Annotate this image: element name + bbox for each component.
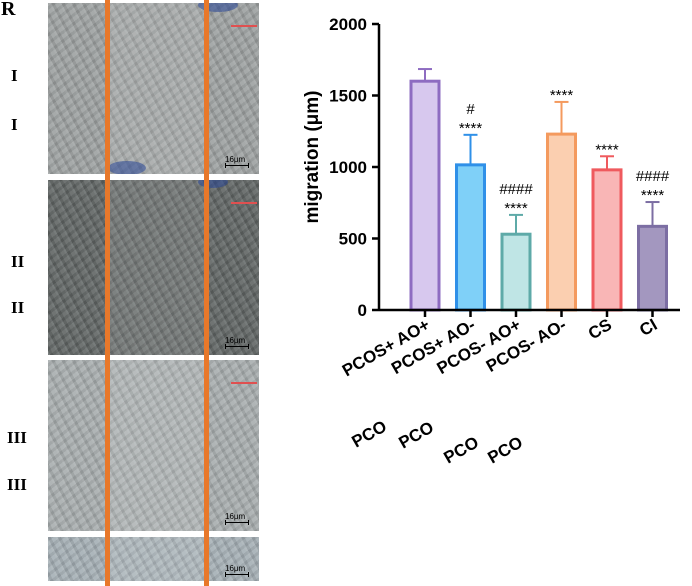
bar — [637, 224, 668, 312]
wound-gap — [108, 180, 208, 355]
micrograph-column: 16μm 16μm 16μm 16μm I I II II III III — [0, 0, 270, 586]
y-tick-label: 1000 — [329, 158, 367, 177]
y-tick-label: 500 — [339, 230, 367, 249]
y-axis: 0 500 1000 1500 2000 migration (μm) — [302, 15, 381, 320]
y-axis-label: migration (μm) — [302, 90, 323, 223]
bars-group: **** # **** #### **** **** **** #### — [409, 68, 670, 312]
x-label-fragment: PCO — [349, 417, 390, 452]
group-label: III — [7, 475, 27, 494]
micrograph-row-4: 16μm — [48, 537, 259, 581]
y-tick-label: 1500 — [329, 87, 367, 106]
group-label: II — [11, 252, 25, 271]
bar — [409, 79, 441, 312]
micrograph-row-3: 16μm — [48, 360, 259, 531]
scale-bar-line — [225, 344, 249, 349]
wound-gap — [108, 537, 208, 581]
significance-label: **** — [504, 200, 528, 217]
x-label-fragment: PCO — [441, 433, 482, 468]
x-label-fragment: PCO — [485, 433, 526, 468]
group-label: III — [7, 428, 27, 447]
scale-bar: 16μm — [225, 512, 249, 525]
x-label-fragment: PCO — [396, 418, 437, 453]
y-tick-label: 0 — [358, 301, 367, 320]
red-marker — [231, 202, 257, 204]
bar — [500, 232, 532, 312]
group-label: I — [11, 115, 18, 134]
x-axis-ghost-labels: PCO PCO PCO PCO — [349, 417, 526, 468]
scale-bar-line — [225, 520, 249, 525]
x-tick-label: CI — [636, 315, 660, 340]
significance-label: # — [466, 101, 475, 118]
scale-bar: 16μm — [225, 155, 249, 168]
group-label: I — [11, 66, 18, 85]
scale-bar-label: 16μm — [225, 564, 246, 573]
bar — [546, 132, 577, 312]
significance-label: **** — [641, 187, 665, 204]
wound-edge-line-right — [204, 0, 209, 586]
stain-spot — [198, 180, 228, 188]
scale-bar-label: 16μm — [225, 512, 246, 521]
bar — [591, 168, 623, 312]
red-marker — [231, 382, 257, 384]
significance-label: **** — [459, 120, 483, 137]
micrograph-row-1: 16μm — [48, 3, 259, 174]
significance-label: #### — [499, 181, 533, 198]
red-marker — [231, 25, 257, 27]
significance-label: #### — [636, 168, 670, 185]
significance-label: **** — [595, 141, 619, 158]
stain-spot — [198, 3, 238, 12]
panel-label: R — [1, 0, 16, 20]
scale-bar-line — [225, 163, 249, 168]
scale-bar: 16μm — [225, 564, 249, 577]
wound-gap — [108, 3, 208, 174]
bar — [455, 163, 486, 312]
x-tick-label: CS — [585, 315, 615, 343]
x-axis: PCOS+ AO+PCOS+ AO-PCOS- AO+PCOS- AO- CS CI — [339, 308, 680, 380]
scale-bar-line — [225, 572, 249, 577]
wound-gap — [108, 360, 208, 531]
scale-bar-label: 16μm — [225, 155, 246, 164]
scale-bar: 16μm — [225, 336, 249, 349]
scale-bar-label: 16μm — [225, 336, 246, 345]
stain-spot — [108, 161, 146, 174]
wound-edge-line-left — [105, 0, 110, 586]
micrograph-row-2: 16μm — [48, 180, 259, 355]
y-tick-label: 2000 — [329, 15, 367, 34]
significance-label: **** — [550, 87, 574, 104]
group-label: II — [11, 298, 25, 317]
